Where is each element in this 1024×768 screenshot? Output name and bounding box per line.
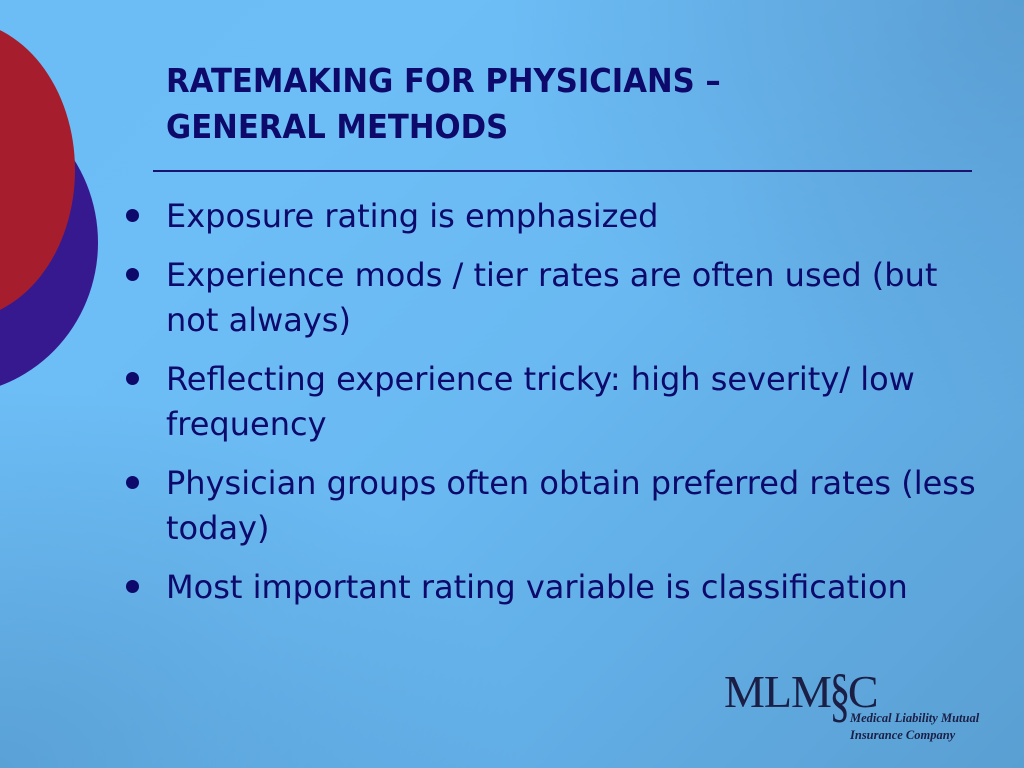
bullet-text: Experience mods / tier rates are often u… xyxy=(166,256,938,339)
bullet-dot-icon xyxy=(126,476,139,489)
bullet-dot-icon xyxy=(126,209,139,222)
bullet-text: Physician groups often obtain preferred … xyxy=(166,464,976,547)
logo-mark-right: C xyxy=(847,666,879,717)
logo-tagline-line-1: Medical Liability Mutual xyxy=(850,711,980,725)
logo-wordmark: MLM§C xyxy=(724,662,879,728)
bullet-dot-icon xyxy=(126,580,139,593)
slide-title: RATEMAKING FOR PHYSICIANS – GENERAL METH… xyxy=(166,58,929,150)
logo-tagline-line-2: Insurance Company xyxy=(850,728,956,742)
bullet-item: Experience mods / tier rates are often u… xyxy=(126,253,996,343)
logo-tagline: Medical Liability Mutual Insurance Compa… xyxy=(850,710,979,744)
title-divider xyxy=(153,170,972,172)
bullet-item: Exposure rating is emphasized xyxy=(126,194,996,239)
bullet-list: Exposure rating is emphasized Experience… xyxy=(126,194,996,624)
bullet-item: Physician groups often obtain preferred … xyxy=(126,461,996,551)
bullet-text: Most important rating variable is classi… xyxy=(166,568,908,606)
bullet-text: Exposure rating is emphasized xyxy=(166,197,659,235)
section-sign-icon: § xyxy=(829,662,850,728)
bullet-item: Reflecting experience tricky: high sever… xyxy=(126,357,996,447)
bullet-text: Reflecting experience tricky: high sever… xyxy=(166,360,915,443)
bullet-item: Most important rating variable is classi… xyxy=(126,565,996,610)
slide-title-line-1: RATEMAKING FOR PHYSICIANS – xyxy=(166,61,721,100)
slide-title-line-2: GENERAL METHODS xyxy=(166,107,509,146)
bullet-dot-icon xyxy=(126,372,139,385)
company-logo: MLM§C Medical Liability Mutual Insurance… xyxy=(722,650,1012,750)
logo-mark-left: MLM xyxy=(724,666,832,717)
bullet-dot-icon xyxy=(126,268,139,281)
